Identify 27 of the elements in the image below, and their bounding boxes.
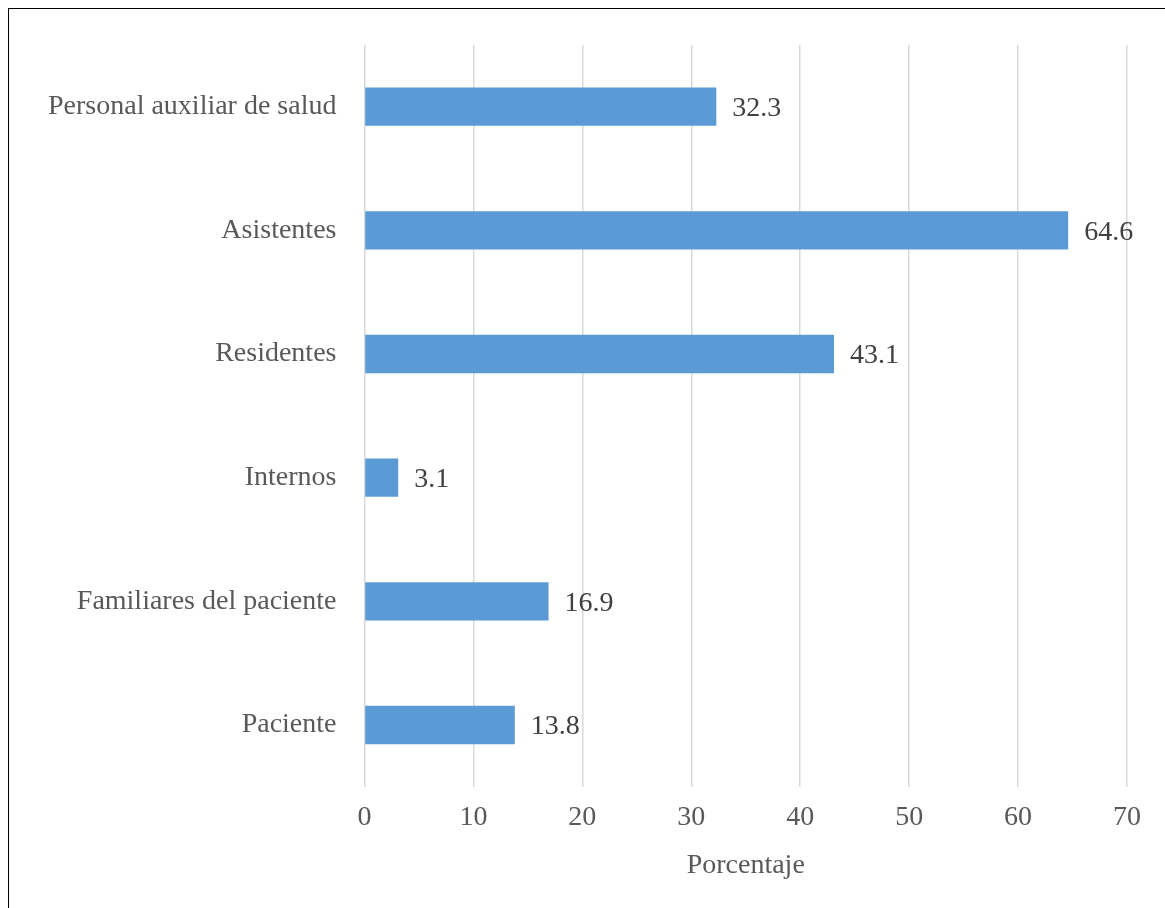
- x-tick-label: 40: [786, 799, 815, 831]
- data-label: 32.3: [732, 90, 782, 122]
- y-tick-label: Paciente: [241, 707, 337, 739]
- y-tick-label: Familiares del paciente: [76, 583, 337, 615]
- y-tick-label: Personal auxiliar de salud: [47, 88, 337, 120]
- data-label: 3.1: [414, 461, 450, 493]
- bar: [365, 211, 1069, 250]
- y-tick-label: Residentes: [215, 336, 337, 368]
- bar: [365, 458, 399, 497]
- bar: [365, 334, 834, 374]
- x-tick-label: 50: [895, 799, 924, 831]
- y-tick-label: Asistentes: [221, 212, 337, 244]
- x-tick-label: 0: [357, 799, 372, 831]
- y-tick-label: Internos: [244, 459, 337, 491]
- x-tick-label: 30: [677, 799, 706, 831]
- data-label: 13.8: [530, 709, 580, 741]
- x-tick-label: 20: [568, 799, 597, 831]
- x-tick-label: 10: [459, 799, 488, 831]
- x-axis-title: Porcentaje: [686, 847, 805, 879]
- data-label: 64.6: [1084, 214, 1134, 246]
- data-label: 43.1: [849, 338, 899, 370]
- x-tick-label: 70: [1113, 799, 1141, 831]
- bar: [365, 87, 717, 126]
- x-tick-label: 60: [1004, 799, 1033, 831]
- bar: [365, 582, 549, 621]
- data-label: 16.9: [564, 585, 614, 617]
- bar: [365, 705, 515, 745]
